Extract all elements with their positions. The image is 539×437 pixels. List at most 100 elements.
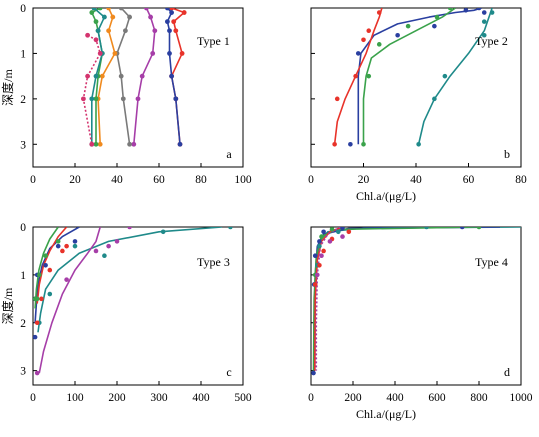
- plot-frame: [32, 7, 244, 168]
- series-line: [333, 8, 383, 145]
- data-point: [37, 272, 42, 278]
- y-tick-label: 3: [20, 366, 26, 378]
- x-tick-label: 100: [234, 174, 252, 186]
- x-tick-label: 100: [66, 392, 84, 404]
- panel-a: 0 20 40 60 80 100 0 1 2 3 深度/m Type 1 a: [0, 3, 252, 186]
- data-point: [476, 8, 482, 11]
- series-line: [37, 227, 223, 333]
- series-line: [417, 8, 493, 145]
- data-point: [106, 28, 111, 34]
- y-tick-label: 2: [20, 94, 26, 106]
- panel-letter: c: [226, 365, 231, 379]
- type-label: Type 2: [475, 34, 508, 48]
- y-tick-label: 1: [20, 270, 26, 282]
- data-point: [346, 229, 352, 235]
- data-point: [85, 32, 90, 38]
- data-point: [47, 291, 53, 297]
- data-point: [39, 296, 44, 302]
- data-point: [118, 8, 124, 11]
- series-line: [38, 227, 101, 374]
- data-point: [91, 8, 97, 11]
- series-line: [315, 227, 341, 371]
- data-point: [432, 96, 437, 102]
- data-point: [395, 32, 400, 38]
- data-point: [64, 243, 69, 249]
- data-point: [114, 239, 120, 244]
- data-point: [319, 253, 324, 259]
- plot-area: [81, 8, 187, 147]
- x-axis-label: Chl.a/(μg/L): [356, 189, 416, 203]
- data-point: [118, 73, 124, 79]
- x-tick-label: 300: [150, 392, 168, 404]
- data-point: [376, 10, 382, 15]
- data-point: [334, 96, 340, 102]
- data-point: [152, 28, 158, 34]
- data-point: [55, 243, 61, 249]
- y-tick-label: 2: [20, 318, 26, 330]
- x-tick-label: 500: [234, 392, 252, 404]
- data-point: [167, 51, 172, 56]
- plot-area: [33, 227, 233, 376]
- data-point: [127, 14, 132, 20]
- plot-area: [311, 227, 521, 376]
- x-tick-label: 1000: [510, 392, 533, 404]
- data-point: [348, 141, 353, 147]
- data-point: [181, 10, 187, 15]
- panel-c: 0 100 200 300 400 500 0 1 2 3 深度/m Type 3 c: [0, 222, 252, 404]
- data-point: [459, 227, 465, 230]
- data-point: [169, 73, 175, 79]
- series-line: [82, 34, 101, 145]
- panel-letter: d: [504, 365, 510, 379]
- plot-frame: [32, 226, 244, 386]
- data-point: [34, 320, 40, 326]
- data-point: [97, 51, 103, 56]
- data-point: [434, 14, 440, 20]
- data-point: [317, 243, 322, 249]
- data-point: [366, 28, 372, 34]
- data-point: [361, 141, 366, 147]
- data-point: [93, 248, 99, 254]
- panel-d: 0 200 400 600 800 1000 Chl.a/(μg/L) Type 4 d: [308, 226, 533, 421]
- data-point: [95, 28, 101, 34]
- data-point: [447, 8, 453, 11]
- data-point: [99, 73, 105, 79]
- data-point: [72, 243, 78, 249]
- data-point: [33, 334, 38, 340]
- data-point: [93, 37, 99, 43]
- data-point: [361, 37, 366, 43]
- x-tick-label: 80: [515, 174, 527, 186]
- data-point: [169, 10, 175, 15]
- data-point: [312, 282, 318, 287]
- data-point: [442, 73, 448, 79]
- series-line: [314, 227, 521, 371]
- type-label: Type 4: [475, 255, 508, 269]
- plot-frame: [310, 7, 522, 168]
- x-axis-label: Chl.a/(μg/L): [356, 407, 416, 421]
- data-point: [311, 370, 316, 376]
- data-point: [171, 19, 177, 25]
- data-point: [366, 73, 372, 79]
- type-label: Type 1: [197, 34, 230, 48]
- x-tick-label: 40: [410, 174, 422, 186]
- data-point: [179, 51, 185, 56]
- data-point: [321, 248, 326, 254]
- data-point: [173, 28, 179, 34]
- x-tick-label: 200: [108, 392, 126, 404]
- data-point: [144, 8, 149, 11]
- data-point: [81, 96, 86, 102]
- data-point: [47, 267, 53, 273]
- data-point: [72, 239, 78, 244]
- x-tick-label: 80: [195, 174, 207, 186]
- data-point: [106, 243, 111, 249]
- data-point: [135, 96, 141, 102]
- data-point: [321, 229, 326, 235]
- data-point: [34, 370, 40, 376]
- data-point: [33, 296, 38, 302]
- data-point: [93, 73, 99, 79]
- x-tick-label: 800: [470, 392, 488, 404]
- x-tick-label: 0: [30, 174, 36, 186]
- data-point: [43, 253, 48, 259]
- data-point: [102, 14, 107, 20]
- series-line: [34, 227, 80, 323]
- data-point: [106, 8, 111, 11]
